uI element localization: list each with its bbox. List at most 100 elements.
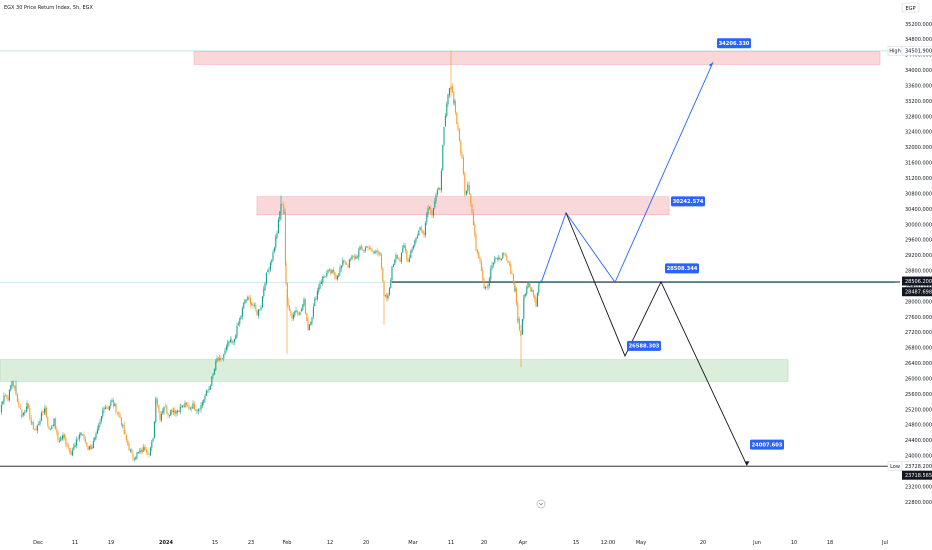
annotation-box xyxy=(717,38,751,49)
supply-zone xyxy=(193,51,881,65)
candle-body xyxy=(18,401,20,405)
candle-body xyxy=(411,248,413,253)
candle-body xyxy=(379,253,381,255)
time-axis[interactable]: Dec 11 19 2024 15 23 Feb 12 20 Mar 11 20 Apr 15 12:00 M… xyxy=(33,540,888,546)
candle-body xyxy=(99,421,101,425)
candle-body xyxy=(371,249,373,252)
candle-body xyxy=(442,145,444,171)
currency-label: EGP xyxy=(905,6,915,12)
candle-body xyxy=(77,439,79,440)
candle-body xyxy=(434,201,436,208)
y-tick-label: 30400.000 xyxy=(905,207,932,213)
candle-body xyxy=(268,269,270,271)
x-tick-label: Mar xyxy=(408,540,418,546)
candle-body xyxy=(283,205,285,213)
candle-body xyxy=(483,278,485,289)
candle-body xyxy=(124,433,126,435)
candle-body xyxy=(327,270,329,273)
candle-body xyxy=(460,141,462,154)
candle-body xyxy=(213,369,215,375)
y-tick-label: 27200.000 xyxy=(905,330,932,336)
candle-body xyxy=(342,260,344,266)
arrowhead-up xyxy=(709,62,713,67)
price-axis-tag: 28487.698 xyxy=(902,287,932,297)
candle-body xyxy=(384,295,386,296)
candle-body xyxy=(498,257,500,260)
candle-body xyxy=(65,438,67,445)
candle-body xyxy=(323,276,325,278)
candle-body xyxy=(343,259,345,263)
x-tick-label: 23 xyxy=(248,540,254,546)
candle-body xyxy=(243,302,245,309)
candle-body xyxy=(440,170,442,191)
x-tick-label: 20 xyxy=(481,540,487,546)
x-tick-label: Dec xyxy=(33,540,43,546)
annotation-box xyxy=(750,439,784,450)
candle-body xyxy=(521,319,523,335)
candle-body xyxy=(269,262,271,270)
candle-body xyxy=(221,358,223,360)
candle-body xyxy=(316,290,318,300)
candle-body xyxy=(479,257,481,262)
candle-body xyxy=(257,309,259,316)
price-annotation[interactable]: 34206.330 xyxy=(717,38,751,49)
candle-body xyxy=(524,293,526,296)
candle-body xyxy=(388,287,390,295)
candle-body xyxy=(192,403,194,409)
candle-body xyxy=(199,408,201,410)
candle-body xyxy=(61,437,63,439)
price-annotation[interactable]: 30242.574 xyxy=(671,196,705,207)
candle-body xyxy=(119,414,121,418)
candle-body xyxy=(195,409,197,411)
candle-body xyxy=(471,204,473,213)
candle-body xyxy=(244,299,246,304)
candle-body xyxy=(7,396,9,401)
candle-body xyxy=(490,268,492,280)
candle-body xyxy=(312,306,314,317)
candle-body xyxy=(137,451,139,454)
annotation-value: 24007.603 xyxy=(752,442,783,448)
candle-body xyxy=(176,410,178,413)
supply-zone xyxy=(256,196,670,216)
candle-body xyxy=(110,402,112,406)
candle-body xyxy=(35,428,37,431)
candle-body xyxy=(528,282,530,288)
candle-body xyxy=(36,425,38,431)
candle-body xyxy=(394,259,396,265)
candle-body xyxy=(156,399,158,405)
candle-body xyxy=(530,287,532,292)
candle-body xyxy=(398,258,400,260)
price-axis-tag: 23718.565 xyxy=(902,470,932,480)
candle-body xyxy=(414,240,416,246)
price-tag-box xyxy=(901,46,932,56)
currency-badge[interactable]: EGP xyxy=(901,2,920,13)
candle-body xyxy=(128,444,130,451)
candle-body xyxy=(360,245,362,249)
y-tick-label: 30000.000 xyxy=(905,222,932,228)
candle-body xyxy=(115,403,117,413)
candle-body xyxy=(348,259,350,268)
candle-body xyxy=(294,311,296,316)
y-tick-label: 30800.000 xyxy=(905,191,932,197)
candle-body xyxy=(283,211,285,213)
price-annotation[interactable]: 26588.303 xyxy=(627,340,661,351)
scroll-to-now-icon[interactable] xyxy=(536,499,546,509)
candle-body xyxy=(461,153,463,158)
y-tick-label: 29600.000 xyxy=(905,238,932,244)
candle-body xyxy=(390,280,392,288)
candle-body xyxy=(500,258,502,261)
candle-body xyxy=(21,409,23,417)
candle-body xyxy=(468,184,470,195)
price-annotation[interactable]: 24007.603 xyxy=(750,439,784,450)
candle-body xyxy=(103,408,105,410)
price-annotation[interactable]: 28508.344 xyxy=(665,263,699,274)
price-tag-value: 28506.200 xyxy=(905,279,932,285)
candle-body xyxy=(200,405,202,410)
x-tick-label: 12 xyxy=(327,540,333,546)
candle-body xyxy=(286,282,288,298)
candle-body xyxy=(216,358,218,362)
candle-body xyxy=(456,113,458,124)
candle-body xyxy=(426,213,428,223)
projection-path-black xyxy=(565,212,748,466)
